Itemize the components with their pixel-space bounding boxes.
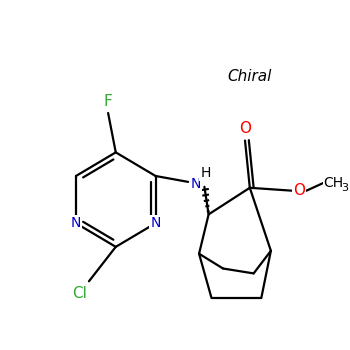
Text: Cl: Cl bbox=[72, 286, 87, 301]
Text: O: O bbox=[239, 121, 251, 136]
Text: CH: CH bbox=[323, 176, 344, 190]
Text: Chiral: Chiral bbox=[228, 69, 272, 84]
Text: F: F bbox=[104, 94, 112, 109]
Text: N: N bbox=[150, 216, 161, 230]
Text: N: N bbox=[191, 177, 201, 191]
Text: O: O bbox=[293, 183, 304, 198]
Text: 3: 3 bbox=[341, 183, 348, 193]
Text: N: N bbox=[71, 216, 81, 230]
Text: H: H bbox=[200, 166, 211, 180]
